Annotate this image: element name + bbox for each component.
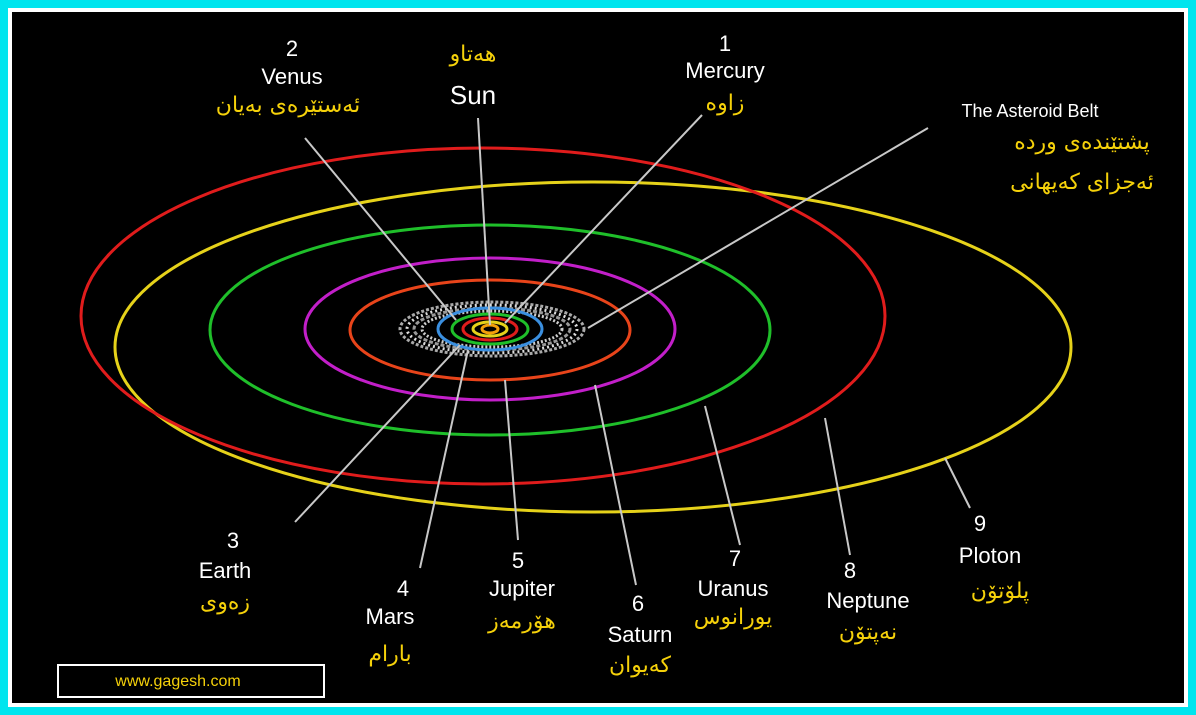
planet-name: Ploton [959,543,1021,568]
planet-kurdish: ئەستێرەی بەیان [216,93,360,118]
planet-name: Venus [261,64,322,89]
planet-number: 2 [286,36,298,61]
planet-name: Mercury [685,58,764,83]
planet-kurdish: زاوە [706,91,745,116]
planet-kurdish: هۆرمەز [487,609,556,634]
planet-number: 1 [719,31,731,56]
website: www.gagesh.com [114,673,240,690]
asteroid-belt-kurdish: پشتێندەی وردە [1014,130,1150,155]
planet-name: Uranus [698,576,769,601]
planet-kurdish: پلۆتۆن [971,579,1029,604]
planet-number: 7 [729,546,741,571]
planet-kurdish: زەوی [200,590,250,615]
planet-kurdish: نەپتۆن [839,620,897,645]
planet-number: 3 [227,528,239,553]
planet-name: Earth [199,558,252,583]
planet-name: Jupiter [489,576,555,601]
planet-name: Neptune [826,588,909,613]
planet-kurdish: یورانوس [694,605,773,630]
planet-number: 6 [632,591,644,616]
solar-system-diagram: هەتاو Sun 1 Mercury زاوە 2 Venus ئەستێرە… [0,0,1196,715]
planet-name: Mars [366,604,415,629]
asteroid-belt-name: The Asteroid Belt [961,101,1098,121]
planet-name: Saturn [608,622,673,647]
planet-number: 9 [974,511,986,536]
sun-name: Sun [450,80,496,110]
sun-kurdish: هەتاو [449,42,497,67]
planet-kurdish: کەیوان [609,653,672,678]
planet-number: 4 [397,576,409,601]
asteroid-belt-kurdish: ئەجزای کەیهانی [1010,170,1154,195]
planet-number: 5 [512,548,524,573]
planet-number: 8 [844,558,856,583]
planet-kurdish: بارام [368,642,411,667]
